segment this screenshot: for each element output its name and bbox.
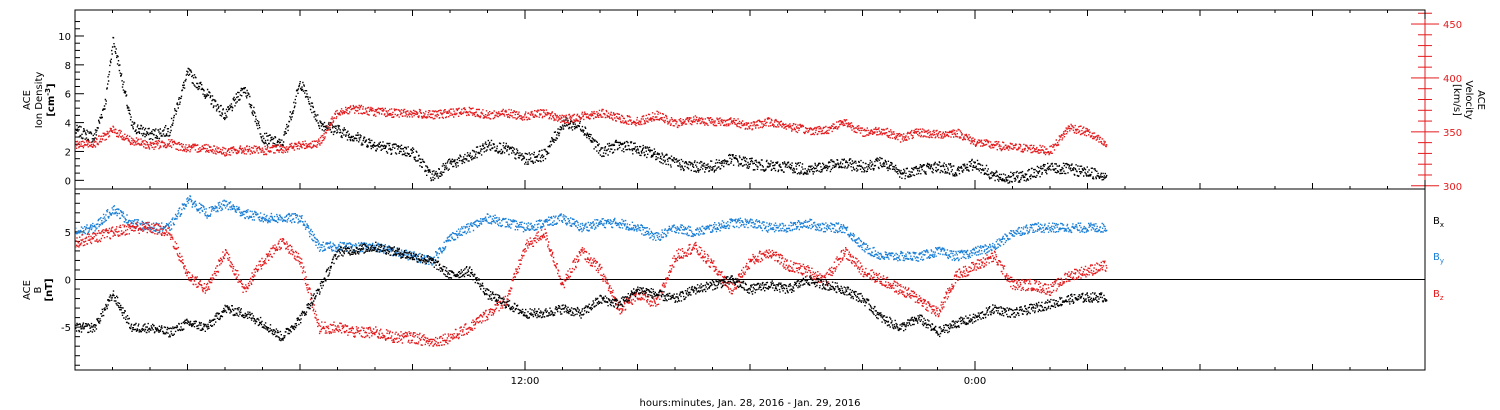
density-label-line-2: Ion Density [34, 72, 45, 129]
b-unit: [nT] [44, 278, 55, 301]
panel-1-right-label: ACE Velocity [km/s] [1451, 80, 1486, 119]
ion-density-points [75, 36, 1108, 184]
density-tick-label: 4 [65, 119, 71, 130]
legend-by: By [1433, 252, 1444, 265]
legend-bx: Bx [1433, 216, 1444, 229]
density-label-line-1: ACE [22, 90, 33, 110]
panel-2-left-label: ACE B [nT] [22, 278, 55, 301]
bx-points [75, 241, 1108, 342]
density-tick-label: 8 [65, 61, 71, 72]
density-tick-label: 0 [65, 176, 71, 187]
panel-1-points [75, 36, 1108, 184]
legend-bz: Bz [1433, 289, 1444, 302]
b-tick-label: 0 [65, 276, 71, 287]
b-component-legend: Bx By Bz [1433, 216, 1444, 302]
panel-1-right-axis: 300 350 400 450 [1411, 10, 1462, 193]
density-tick-label: 6 [65, 90, 71, 101]
b-label-line-2: B [33, 286, 44, 293]
b-tick-label: 5 [65, 228, 71, 239]
by-points [75, 195, 1108, 266]
velocity-unit: [km/s] [1451, 84, 1462, 116]
velocity-points [75, 104, 1108, 157]
velocity-tick-label: 400 [1443, 74, 1462, 85]
density-tick-label: 2 [65, 147, 71, 158]
velocity-tick-label: 300 [1443, 182, 1462, 193]
velocity-label-line-2: Velocity [1463, 80, 1474, 119]
b-tick-label: -5 [61, 323, 71, 334]
x-tick-label: 0:00 [964, 376, 986, 387]
panel-2-points [75, 195, 1108, 347]
x-axis-title: hours:minutes, Jan. 28, 2016 - Jan. 29, … [640, 398, 861, 409]
velocity-label-line-1: ACE [1475, 90, 1486, 110]
b-label-line-1: ACE [22, 280, 33, 300]
panel-1-left-label: ACE Ion Density [cm-3] [22, 72, 57, 129]
velocity-tick-label: 450 [1443, 20, 1462, 31]
panel-1-left-axis: 0 2 4 6 8 10 [58, 21, 84, 187]
x-tick-label: 12:00 [511, 376, 540, 387]
bz-points [75, 221, 1108, 347]
x-axis: 12:00 0:00 [74, 10, 1426, 387]
velocity-tick-label: 350 [1443, 128, 1462, 139]
panel-2-left-axis: -5 0 5 [61, 193, 84, 366]
density-unit: [cm-3] [44, 83, 57, 116]
density-tick-label: 10 [58, 32, 71, 43]
